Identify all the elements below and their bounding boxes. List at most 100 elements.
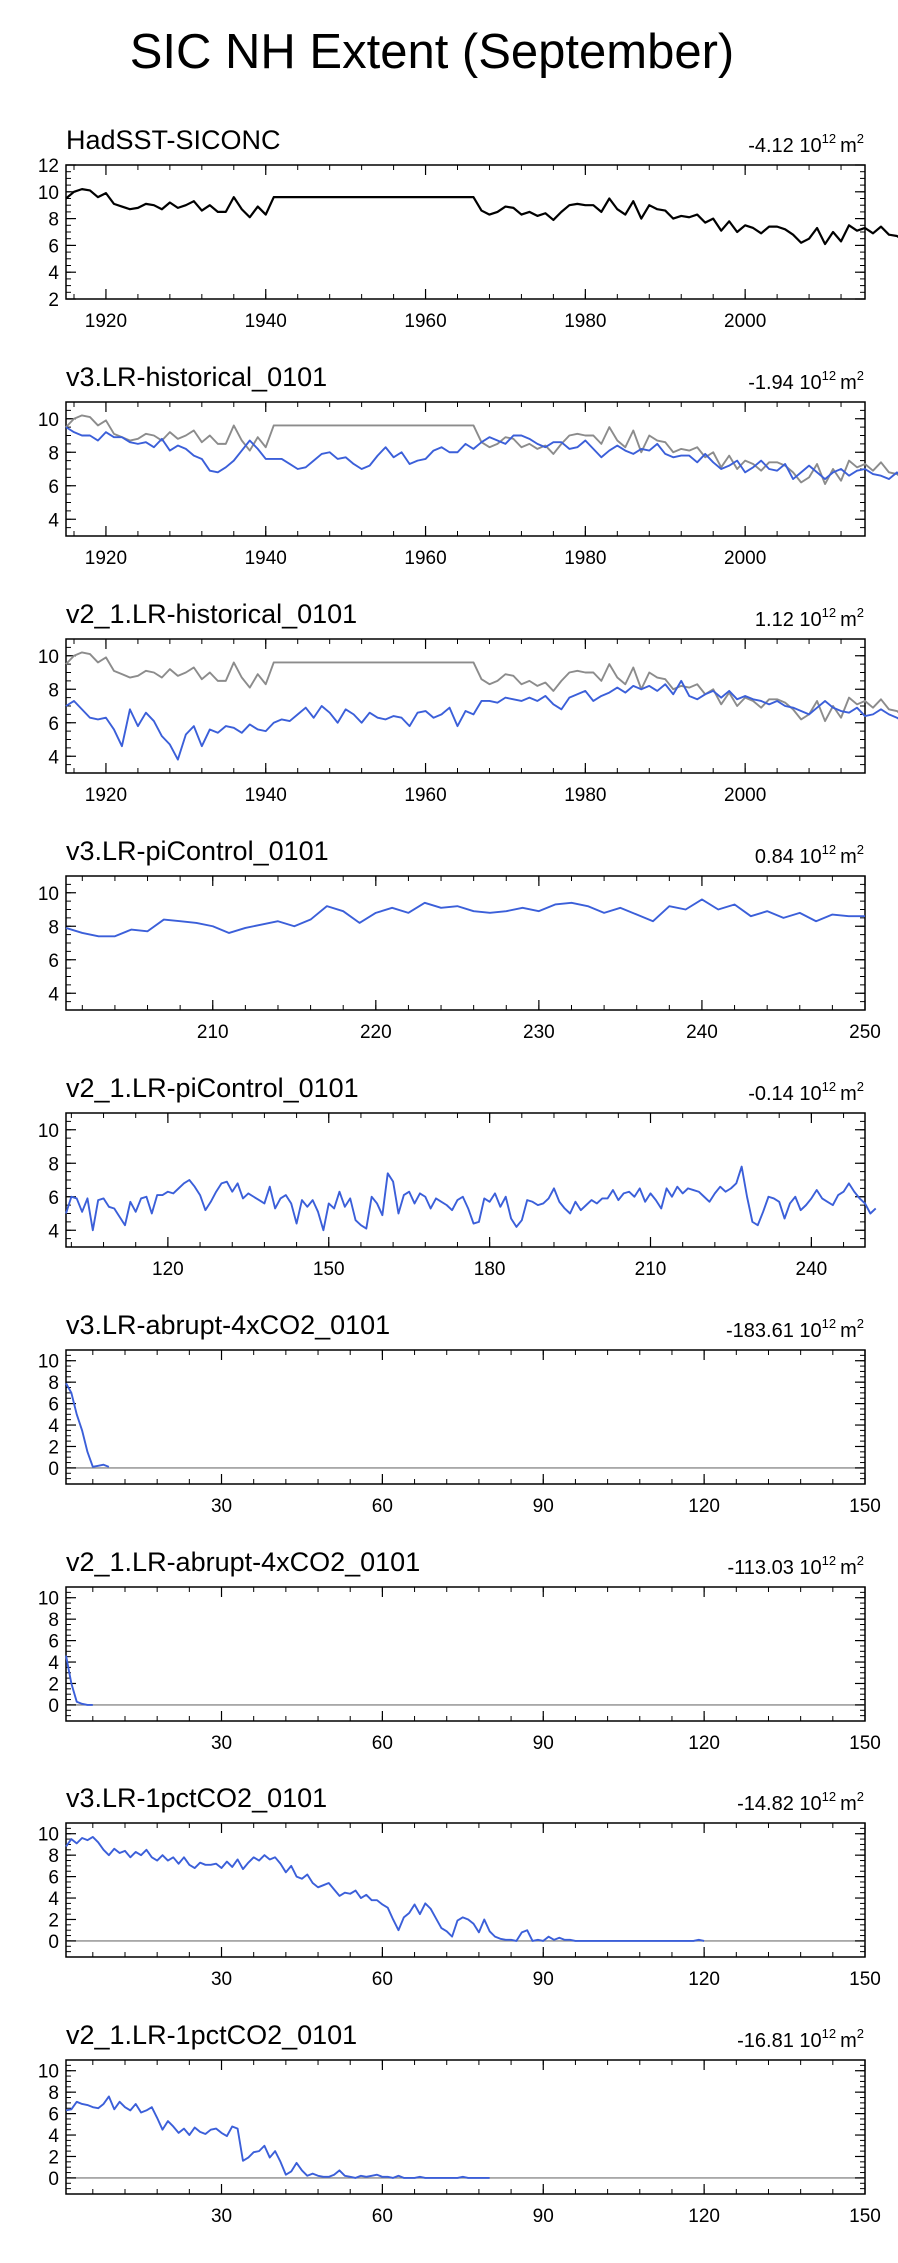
y-tick-label: 10 xyxy=(38,647,59,668)
panel-8: v3.LR-1pctCO2_0101 -14.82 1012 m2024681030… xyxy=(38,1783,881,1990)
x-tick-label: 1980 xyxy=(564,311,606,332)
y-tick-label: 6 xyxy=(48,236,59,257)
x-tick-label: 150 xyxy=(849,1733,881,1754)
y-tick-label: 10 xyxy=(38,884,59,905)
x-tick-label: 1980 xyxy=(564,548,606,569)
units-base: 10 xyxy=(799,1793,821,1815)
x-tick-label: 150 xyxy=(313,1259,345,1280)
figure-title: SIC NH Extent (September) xyxy=(130,25,735,79)
panel-title: v3.LR-historical_0101 xyxy=(66,362,327,392)
units-square: 2 xyxy=(857,368,864,383)
y-tick-label: 10 xyxy=(38,183,59,204)
trend-label: -1.94 1012 m2 xyxy=(748,368,864,394)
units-exponent: 12 xyxy=(822,842,836,857)
units-exponent: 12 xyxy=(822,1079,836,1094)
units-exponent: 12 xyxy=(822,2026,836,2041)
series-line-model xyxy=(65,898,865,938)
units-square: 2 xyxy=(857,1316,864,1331)
x-tick-label: 1940 xyxy=(245,548,287,569)
panel-7: v2_1.LR-abrupt-4xCO2_0101 -113.03 1012 m20… xyxy=(38,1547,881,1754)
x-tick-label: 90 xyxy=(533,1496,554,1517)
trend-label: 1.12 1012 m2 xyxy=(755,605,864,631)
y-tick-label: 8 xyxy=(48,210,59,231)
units-base: 10 xyxy=(799,609,821,631)
trend-value: -4.12 xyxy=(748,135,799,157)
trend-label: -14.82 1012 m2 xyxy=(737,1789,864,1815)
x-tick-label: 30 xyxy=(211,1733,232,1754)
trend-label: -113.03 1012 m2 xyxy=(727,1553,864,1579)
x-tick-label: 120 xyxy=(688,1969,720,1990)
panel-title: HadSST-SICONC xyxy=(66,125,281,155)
series-line-model xyxy=(65,1835,705,1942)
panel-9: v2_1.LR-1pctCO2_0101 -16.81 1012 m20246810… xyxy=(38,2020,881,2227)
y-tick-label: 2 xyxy=(48,1437,59,1458)
series-line-ref xyxy=(65,651,898,723)
x-tick-label: 210 xyxy=(197,1022,229,1043)
y-tick-label: 8 xyxy=(48,443,59,464)
x-tick-label: 90 xyxy=(533,2206,554,2227)
y-tick-label: 10 xyxy=(38,1121,59,1142)
units-square: 2 xyxy=(857,131,864,146)
units-square: 2 xyxy=(857,1553,864,1568)
x-tick-label: 240 xyxy=(686,1022,718,1043)
y-tick-label: 8 xyxy=(48,1846,59,1867)
x-tick-label: 220 xyxy=(360,1022,392,1043)
y-tick-label: 8 xyxy=(48,1610,59,1631)
series-line-model xyxy=(65,679,898,761)
y-tick-label: 10 xyxy=(38,410,59,431)
units-base: 10 xyxy=(799,1557,821,1579)
trend-value: 0.84 xyxy=(755,846,799,868)
trend-value: -1.94 xyxy=(748,372,799,394)
y-tick-label: 4 xyxy=(48,1889,59,1910)
units-base: 10 xyxy=(799,2030,821,2052)
y-tick-label: 8 xyxy=(48,2083,59,2104)
units-meter: m xyxy=(840,1793,857,1815)
x-tick-label: 120 xyxy=(152,1259,184,1280)
x-tick-label: 30 xyxy=(211,1969,232,1990)
units-exponent: 12 xyxy=(822,605,836,620)
trend-value: -0.14 xyxy=(748,1083,799,1105)
panel-title: v2_1.LR-historical_0101 xyxy=(66,599,357,629)
units-meter: m xyxy=(840,1083,857,1105)
y-tick-label: 6 xyxy=(48,1632,59,1653)
x-tick-label: 1980 xyxy=(564,785,606,806)
trend-value: -113.03 xyxy=(727,1557,799,1579)
y-tick-label: 0 xyxy=(48,1932,59,1953)
y-tick-label: 8 xyxy=(48,680,59,701)
panel-6: v3.LR-abrupt-4xCO2_0101 -183.61 1012 m2024… xyxy=(38,1310,881,1517)
x-tick-label: 1960 xyxy=(404,548,446,569)
x-tick-label: 1960 xyxy=(404,311,446,332)
trend-value: -14.82 xyxy=(737,1793,799,1815)
trend-label: -0.14 1012 m2 xyxy=(748,1079,864,1105)
series-line-model xyxy=(65,426,898,480)
x-tick-label: 2000 xyxy=(724,785,766,806)
y-tick-label: 4 xyxy=(48,1653,59,1674)
x-tick-label: 2000 xyxy=(724,548,766,569)
y-tick-label: 6 xyxy=(48,1188,59,1209)
y-tick-label: 0 xyxy=(48,1696,59,1717)
y-tick-label: 10 xyxy=(38,1352,59,1373)
panel-3: v2_1.LR-historical_0101 1.12 1012 m2468101… xyxy=(38,599,898,806)
panel-5: v2_1.LR-piControl_0101 -0.14 1012 m2468101… xyxy=(38,1073,877,1280)
y-tick-label: 2 xyxy=(48,1674,59,1695)
units-exponent: 12 xyxy=(822,368,836,383)
trend-value: -16.81 xyxy=(737,2030,799,2052)
plot-frame xyxy=(65,401,866,537)
panel-title: v2_1.LR-1pctCO2_0101 xyxy=(66,2020,357,2050)
y-tick-label: 4 xyxy=(48,1221,59,1242)
units-base: 10 xyxy=(799,1083,821,1105)
y-tick-label: 8 xyxy=(48,917,59,938)
units-square: 2 xyxy=(857,1789,864,1804)
y-tick-label: 12 xyxy=(38,156,59,177)
y-tick-label: 6 xyxy=(48,2105,59,2126)
units-meter: m xyxy=(840,372,857,394)
x-tick-label: 60 xyxy=(372,1496,393,1517)
y-tick-label: 4 xyxy=(48,747,59,768)
units-meter: m xyxy=(840,135,857,157)
trend-value: -183.61 xyxy=(726,1320,799,1342)
units-base: 10 xyxy=(799,372,821,394)
series-line-model xyxy=(65,1382,110,1468)
x-tick-label: 90 xyxy=(533,1733,554,1754)
trend-label: -183.61 1012 m2 xyxy=(726,1316,864,1342)
